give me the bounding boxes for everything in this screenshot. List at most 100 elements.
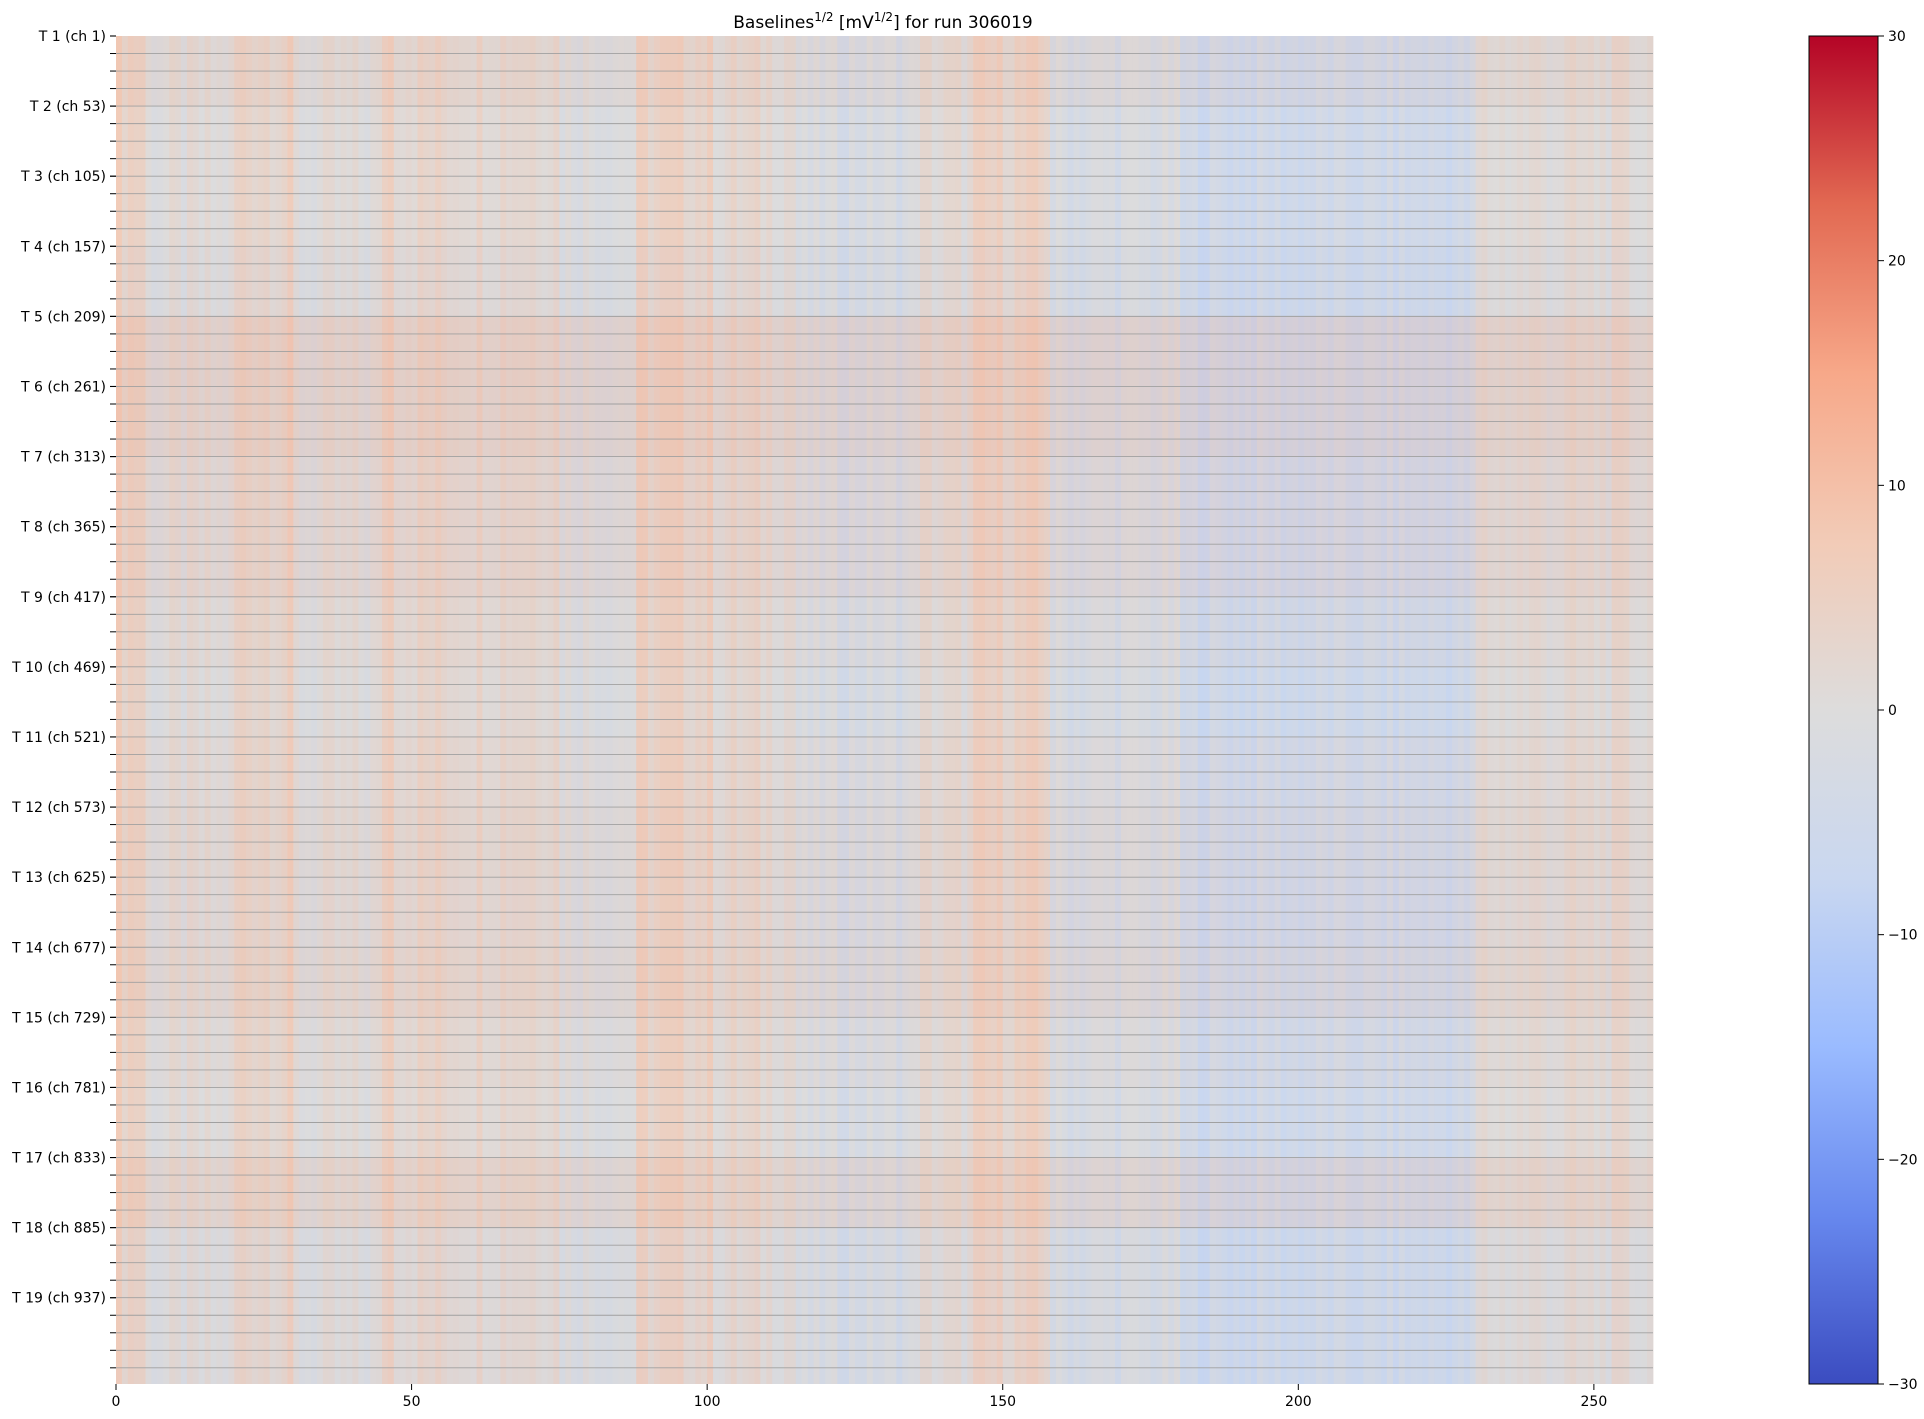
heatmap-column [937,36,945,1384]
heatmap-column [517,36,525,1384]
y-tick-label: T 11 (ch 521) [11,730,106,746]
heatmap-column [1120,36,1128,1384]
y-tick-label: T 9 (ch 417) [20,590,106,606]
heatmap-column [1156,36,1163,1384]
heatmap-column [1582,36,1589,1384]
heatmap-column [1026,36,1033,1384]
heatmap-column [1061,36,1069,1384]
heatmap-column [778,36,785,1384]
heatmap-column [843,36,850,1384]
heatmap-column [1221,36,1228,1384]
heatmap-column [1481,36,1488,1384]
heatmap-column [1605,36,1613,1384]
heatmap-column [1469,36,1477,1384]
heatmap-column [529,36,537,1384]
heatmap-column [736,36,744,1384]
y-tick-label: T 8 (ch 365) [20,520,106,536]
heatmap-column [1487,36,1494,1384]
heatmap-column [931,36,939,1384]
heatmap-column [606,36,613,1384]
heatmap-column [151,36,158,1384]
heatmap-column [1641,36,1648,1384]
heatmap-column [133,36,141,1384]
heatmap-column [996,36,1004,1384]
heatmap-column [192,36,200,1384]
heatmap-column [1428,36,1435,1384]
x-tick-label: 200 [1285,1394,1312,1410]
heatmap-column [506,36,513,1384]
heatmap-column [1262,36,1270,1384]
heatmap-column [653,36,661,1384]
heatmap-column [807,36,814,1384]
heatmap-column [1115,36,1122,1384]
heatmap-column [523,36,531,1384]
heatmap-column [1304,36,1311,1384]
heatmap-column [204,36,211,1384]
heatmap-column [1333,36,1341,1384]
heatmap-column [884,36,891,1384]
heatmap-column [925,36,933,1384]
colorbar-tick-label: −30 [1888,1377,1918,1393]
heatmap-column [1422,36,1429,1384]
heatmap-column [399,36,407,1384]
heatmap-column [1440,36,1447,1384]
y-tick-label: T 6 (ch 261) [20,379,106,395]
heatmap-column [1499,36,1506,1384]
heatmap-column [263,36,271,1384]
heatmap-column [648,36,655,1384]
heatmap-column [1327,36,1335,1384]
heatmap-column [482,36,489,1384]
heatmap-column [630,36,637,1384]
heatmap-column [902,36,909,1384]
heatmap-column [228,36,235,1384]
heatmap-column [1138,36,1146,1384]
colorbar-gradient [1808,35,1879,1385]
heatmap-column [985,36,992,1384]
heatmap-column [1410,36,1417,1384]
heatmap-column [1109,36,1116,1384]
heatmap-column [1032,36,1039,1384]
heatmap-column [677,36,684,1384]
heatmap-column [1209,36,1216,1384]
heatmap-column [1174,36,1181,1384]
heatmap-column [1321,36,1329,1384]
heatmap-column [825,36,832,1384]
heatmap-column [512,36,519,1384]
heatmap-column [1570,36,1577,1384]
heatmap-column [405,36,412,1384]
heatmap-column [766,36,773,1384]
heatmap-column [127,36,135,1384]
heatmap-column [222,36,229,1384]
heatmap-column [1546,36,1553,1384]
heatmap-column [1079,36,1086,1384]
x-tick-label: 50 [403,1394,421,1410]
heatmap-column [340,36,347,1384]
heatmap-column [1534,36,1542,1384]
colorbar-tick-label: −10 [1888,928,1918,944]
heatmap-column [547,36,554,1384]
y-tick-label: T 16 (ch 781) [11,1080,106,1096]
colorbar-tick-label: −20 [1888,1152,1918,1168]
heatmap-column [257,36,265,1384]
x-tick-label: 100 [694,1394,721,1410]
heatmap-column [139,36,146,1384]
heatmap-column [1587,36,1595,1384]
heatmap-column [1150,36,1157,1384]
heatmap-column [1475,36,1482,1384]
heatmap-column [795,36,803,1384]
heatmap-column [890,36,897,1384]
heatmap-column [1511,36,1518,1384]
heatmap-column [878,36,885,1384]
y-tick-label: T 7 (ch 313) [20,450,106,466]
heatmap-column [707,36,714,1384]
heatmap-column [961,36,968,1384]
heatmap-column [476,36,483,1384]
heatmap-column [1398,36,1406,1384]
heatmap-column [1038,36,1045,1384]
heatmap-column [364,36,371,1384]
y-tick-label: T 14 (ch 677) [11,940,106,956]
heatmap-column [1085,36,1092,1384]
heatmap-column [730,36,738,1384]
heatmap-column [269,36,277,1384]
heatmap-column [689,36,696,1384]
